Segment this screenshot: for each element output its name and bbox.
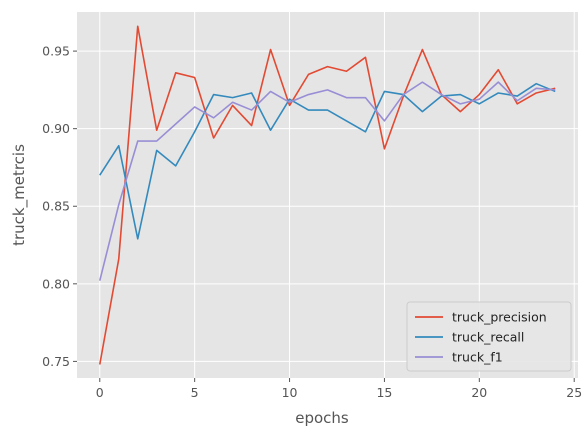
x-tick-label: 20 bbox=[471, 385, 487, 400]
legend-entry: truck_precision bbox=[452, 310, 547, 325]
grid bbox=[77, 12, 578, 378]
x-tick-label: 10 bbox=[282, 385, 298, 400]
legend-entry: truck_recall bbox=[452, 330, 524, 345]
x-tick-label: 15 bbox=[376, 385, 392, 400]
series-line-truck-f1 bbox=[98, 81, 556, 281]
series-lines bbox=[98, 25, 556, 365]
legend-entry: truck_f1 bbox=[452, 350, 503, 365]
x-tick-label: 25 bbox=[566, 385, 582, 400]
x-axis-ticks: 0 5 10 15 20 25 bbox=[96, 378, 582, 400]
series-line-truck-recall bbox=[99, 82, 556, 240]
y-tick-label: 0.80 bbox=[42, 276, 70, 291]
legend-box bbox=[406, 301, 572, 372]
series-line-truck-precision bbox=[98, 25, 556, 365]
y-tick-label: 0.90 bbox=[42, 121, 70, 136]
legend: truck_precision truck_recall truck_f1 bbox=[406, 301, 572, 372]
y-tick-label: 0.85 bbox=[42, 199, 70, 214]
y-tick-label: 0.95 bbox=[42, 44, 70, 59]
x-tick-label: 0 bbox=[96, 385, 104, 400]
y-axis-label: truck_metrcis bbox=[10, 144, 29, 246]
x-tick-label: 5 bbox=[191, 385, 199, 400]
y-tick-label: 0.75 bbox=[42, 354, 70, 369]
y-axis-ticks: 0.75 0.80 0.85 0.90 0.95 bbox=[42, 44, 77, 369]
x-axis-label: epochs bbox=[295, 409, 349, 427]
